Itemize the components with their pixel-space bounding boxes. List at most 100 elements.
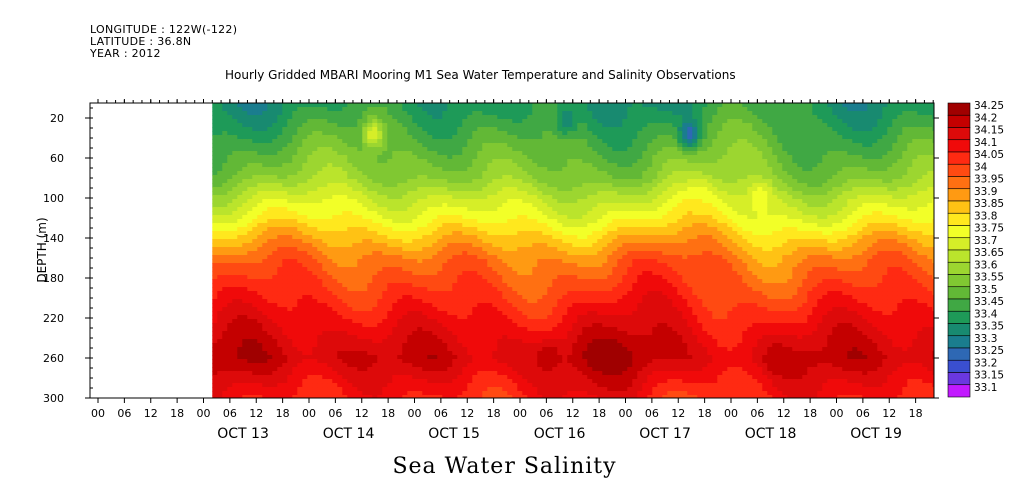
salinity-cell — [322, 299, 328, 304]
salinity-cell — [217, 355, 223, 360]
salinity-cell — [302, 255, 308, 260]
salinity-cell — [262, 239, 268, 244]
salinity-cell — [477, 199, 483, 204]
salinity-cell — [537, 139, 543, 144]
salinity-cell — [367, 219, 373, 224]
salinity-cell — [242, 363, 248, 368]
salinity-cell — [312, 211, 318, 216]
salinity-cell — [512, 195, 518, 200]
salinity-cell — [357, 367, 363, 372]
salinity-cell — [477, 211, 483, 216]
salinity-cell — [272, 307, 278, 312]
salinity-cell — [267, 135, 273, 140]
salinity-cell — [457, 323, 463, 328]
salinity-cell — [257, 187, 263, 192]
salinity-cell — [507, 119, 513, 124]
salinity-cell — [237, 187, 243, 192]
salinity-cell — [442, 287, 448, 292]
salinity-cell — [262, 279, 268, 284]
salinity-cell — [427, 175, 433, 180]
salinity-cell — [327, 259, 333, 264]
salinity-cell — [227, 103, 233, 108]
salinity-cell — [377, 339, 383, 344]
salinity-cell — [262, 215, 268, 220]
salinity-cell — [312, 267, 318, 272]
salinity-cell — [422, 255, 428, 260]
salinity-cell — [307, 227, 313, 232]
salinity-cell — [337, 351, 343, 356]
salinity-cell — [532, 267, 538, 272]
salinity-cell — [432, 187, 438, 192]
salinity-cell — [492, 103, 498, 108]
salinity-cell — [232, 251, 238, 256]
salinity-cell — [457, 267, 463, 272]
salinity-cell — [227, 147, 233, 152]
salinity-cell — [237, 247, 243, 252]
salinity-cell — [502, 135, 508, 140]
salinity-cell — [257, 203, 263, 208]
salinity-cell — [342, 335, 348, 340]
salinity-cell — [507, 103, 513, 108]
salinity-cell — [422, 163, 428, 168]
salinity-cell — [212, 127, 218, 132]
salinity-cell — [422, 179, 428, 184]
salinity-cell — [257, 383, 263, 388]
salinity-cell — [342, 391, 348, 396]
salinity-cell — [352, 143, 358, 148]
salinity-cell — [377, 279, 383, 284]
salinity-cell — [292, 147, 298, 152]
salinity-cell — [302, 287, 308, 292]
salinity-cell — [322, 387, 328, 392]
salinity-cell — [327, 167, 333, 172]
salinity-cell — [222, 315, 228, 320]
salinity-cell — [447, 127, 453, 132]
salinity-cell — [322, 171, 328, 176]
salinity-cell — [527, 211, 533, 216]
salinity-cell — [292, 163, 298, 168]
salinity-cell — [397, 227, 403, 232]
salinity-cell — [257, 343, 263, 348]
salinity-cell — [392, 395, 398, 398]
salinity-cell — [542, 303, 548, 308]
salinity-cell — [392, 291, 398, 296]
salinity-cell — [262, 147, 268, 152]
salinity-cell — [457, 175, 463, 180]
salinity-cell — [257, 379, 263, 384]
salinity-cell — [277, 207, 283, 212]
salinity-cell — [517, 379, 523, 384]
salinity-cell — [487, 307, 493, 312]
salinity-cell — [527, 319, 533, 324]
salinity-cell — [307, 191, 313, 196]
salinity-cell — [452, 315, 458, 320]
salinity-cell — [502, 115, 508, 120]
salinity-cell — [272, 103, 278, 108]
salinity-cell — [472, 119, 478, 124]
salinity-cell — [307, 335, 313, 340]
salinity-cell — [362, 279, 368, 284]
salinity-cell — [412, 175, 418, 180]
salinity-cell — [542, 247, 548, 252]
salinity-cell — [472, 387, 478, 392]
salinity-cell — [307, 339, 313, 344]
salinity-cell — [327, 363, 333, 368]
salinity-cell — [232, 203, 238, 208]
salinity-cell — [412, 179, 418, 184]
salinity-cell — [312, 243, 318, 248]
salinity-cell — [442, 271, 448, 276]
salinity-cell — [352, 391, 358, 396]
salinity-cell — [477, 139, 483, 144]
salinity-cell — [392, 119, 398, 124]
salinity-cell — [367, 287, 373, 292]
salinity-cell — [372, 179, 378, 184]
salinity-cell — [432, 379, 438, 384]
salinity-cell — [242, 187, 248, 192]
salinity-cell — [347, 227, 353, 232]
salinity-cell — [222, 191, 228, 196]
salinity-cell — [502, 191, 508, 196]
salinity-cell — [327, 151, 333, 156]
salinity-cell — [467, 267, 473, 272]
salinity-cell — [402, 167, 408, 172]
salinity-cell — [222, 127, 228, 132]
salinity-cell — [332, 331, 338, 336]
salinity-cell — [217, 107, 223, 112]
